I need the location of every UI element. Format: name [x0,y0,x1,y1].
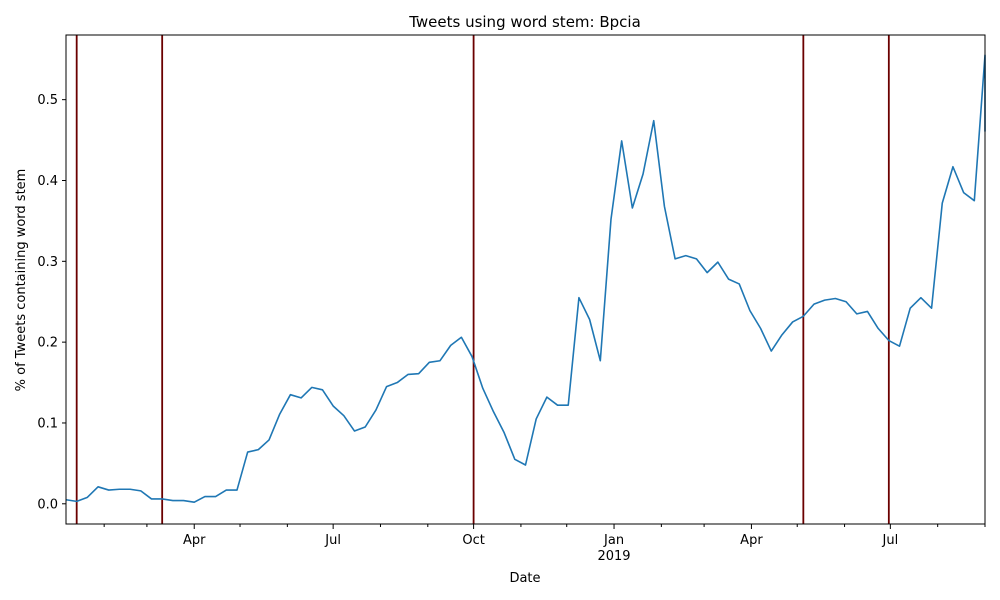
y-tick-label: 0.2 [37,336,58,351]
x-tick-label: Apr [183,533,206,548]
plot-area [65,34,986,525]
y-tick-label: 0.1 [37,416,58,431]
series-line [65,54,986,503]
y-axis: 0.0 0.1 0.2 0.3 0.4 0.5 [37,93,66,512]
event-lines [75,35,890,524]
x-tick-label: Jan [603,533,624,548]
x-tick-sublabel: 2019 [597,549,630,564]
x-tick-label: Apr [740,533,763,548]
chart-title: Tweets using word stem: Bpcia [408,13,641,31]
x-tick-label: Oct [462,533,484,548]
x-tick-label: Jul [324,533,341,548]
y-tick-label: 0.5 [37,93,58,108]
plot-frame [65,34,986,525]
y-tick-label: 0.4 [37,174,58,189]
y-tick-label: 0.0 [37,497,58,512]
series-layer [65,54,986,503]
y-tick-label: 0.3 [37,255,58,270]
x-axis-label: Date [509,571,540,586]
y-axis-label: % of Tweets containing word stem [14,169,29,392]
x-tick-label: Jul [882,533,899,548]
